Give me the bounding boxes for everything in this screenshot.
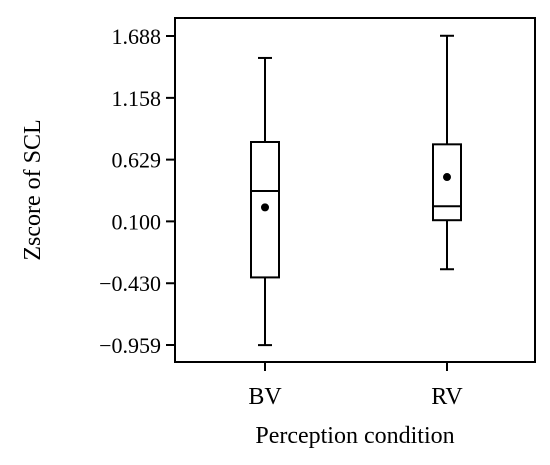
mean-point [261,203,269,212]
box-plots [250,34,462,347]
y-axis-title: Zscore of SCL [20,119,46,260]
box-iqr [432,143,462,222]
mean-point [443,173,451,182]
y-tick-label: −0.430 [99,271,161,296]
y-tick-label: 0.629 [112,148,162,173]
x-axis: BV RV [248,362,463,410]
x-axis-title: Perception condition [255,423,454,449]
y-tick-label: 1.688 [112,24,162,49]
y-tick-label: 1.158 [112,86,162,111]
x-tick-label: RV [431,384,463,410]
y-axis: 1.688 1.158 0.629 0.100 −0.430 −0.959 [99,24,175,358]
y-tick-label: 0.100 [112,209,162,234]
x-tick-label: BV [248,384,282,410]
y-tick-label: −0.959 [99,333,161,358]
plot-area-frame [174,17,536,363]
